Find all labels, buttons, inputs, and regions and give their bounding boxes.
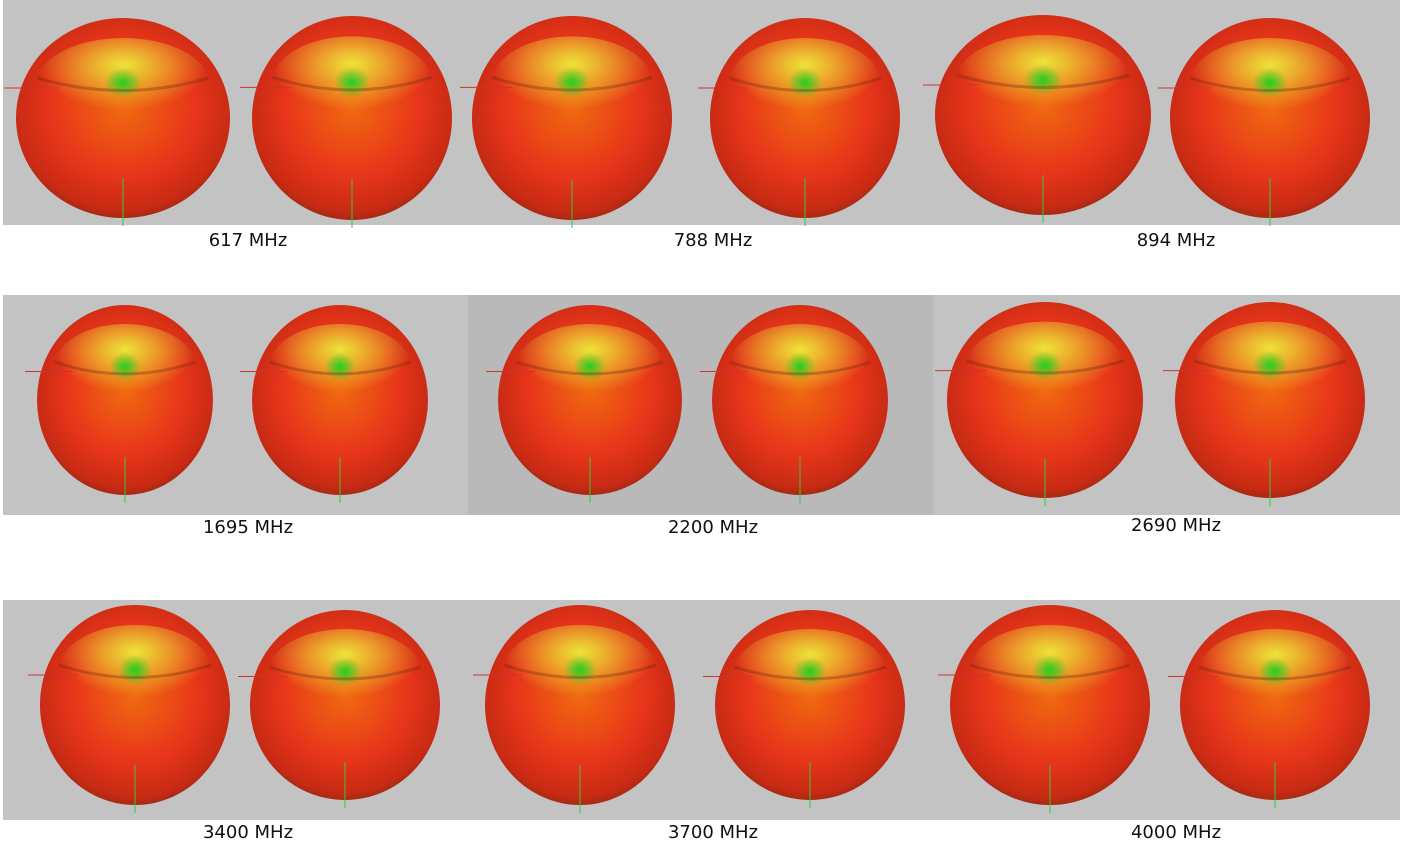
pattern-shape xyxy=(787,68,823,98)
pattern-shape xyxy=(503,663,657,679)
pattern-shape xyxy=(784,352,816,381)
caption: 1695 MHz xyxy=(203,517,293,538)
caption: 617 MHz xyxy=(209,230,288,251)
pattern-shape xyxy=(58,663,212,679)
caption: 3400 MHz xyxy=(203,822,293,843)
caption: 2200 MHz xyxy=(668,517,758,538)
pattern-shape xyxy=(269,360,411,376)
pattern-shape xyxy=(1198,665,1352,681)
caption: 788 MHz xyxy=(674,230,753,251)
pattern-shape xyxy=(1193,359,1347,375)
pattern-shape xyxy=(271,75,433,92)
pattern-shape xyxy=(1257,657,1293,686)
caption: 894 MHz xyxy=(1137,230,1216,251)
pattern-shape xyxy=(36,76,210,92)
pattern-shape xyxy=(1252,351,1288,381)
pattern-shape xyxy=(1032,655,1068,685)
pattern-shape xyxy=(792,657,828,686)
caption: 4000 MHz xyxy=(1131,822,1221,843)
pattern-shape xyxy=(117,655,153,685)
pattern-shape xyxy=(733,665,887,681)
pattern-shape xyxy=(969,663,1131,679)
pattern-shape xyxy=(728,76,882,92)
pattern-shape xyxy=(956,73,1130,89)
pattern-shape xyxy=(966,359,1124,375)
pattern-shape xyxy=(334,67,370,98)
pattern-shape xyxy=(109,352,141,381)
pattern-shape xyxy=(54,360,196,376)
caption: 3700 MHz xyxy=(668,822,758,843)
pattern-shape xyxy=(1023,65,1063,95)
pattern-shape xyxy=(327,657,363,686)
pattern-shape xyxy=(491,75,653,92)
pattern-shape xyxy=(729,360,871,376)
pattern-shape xyxy=(1027,351,1063,381)
pattern-shape xyxy=(324,352,356,381)
pattern-shape xyxy=(554,67,590,98)
pattern-plots xyxy=(4,15,1370,813)
panel-row xyxy=(3,0,1400,225)
pattern-shape xyxy=(1252,68,1288,98)
pattern-shape xyxy=(562,655,598,685)
pattern-shape xyxy=(573,352,607,381)
pattern-shape xyxy=(515,360,665,376)
pattern-shape xyxy=(268,665,422,681)
caption: 2690 MHz xyxy=(1131,515,1221,536)
pattern-shape xyxy=(1189,76,1351,92)
panel-row xyxy=(3,600,1400,820)
pattern-shape xyxy=(103,68,143,98)
